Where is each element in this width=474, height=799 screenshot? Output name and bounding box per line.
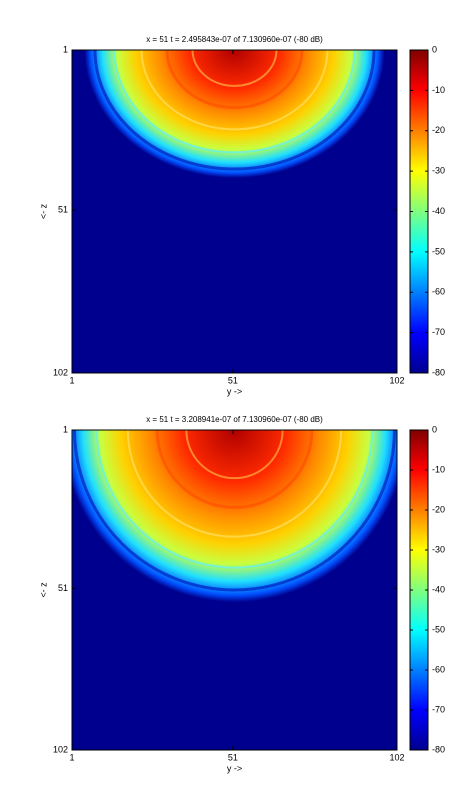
x-tick-label: 1 (69, 752, 74, 762)
y-tick-label: 102 (53, 367, 68, 377)
colorbar-tick-label: -20 (432, 504, 445, 514)
x-axis-label: y -> (227, 763, 242, 773)
wave-front (95, 430, 374, 569)
colorbar-tick-label: -30 (432, 544, 445, 554)
wave-field (84, 50, 385, 178)
colorbar-tick-label: -50 (432, 246, 445, 256)
chart-title: x = 51 t = 2.495843e-07 of 7.130960e-07 … (146, 35, 323, 44)
x-tick-label: 1 (69, 375, 74, 385)
wave-front (140, 50, 329, 131)
wave-front (93, 50, 376, 171)
colorbar-tick-label: -20 (432, 125, 445, 135)
y-tick-label: 51 (58, 204, 68, 214)
y-tick-label: 1 (63, 44, 68, 54)
colorbar-tick-label: -60 (432, 664, 445, 674)
colorbar-tick-label: -40 (432, 584, 445, 594)
colorbar-tick-label: -70 (432, 704, 445, 714)
y-tick-label: 1 (63, 424, 68, 434)
x-tick-label: 51 (228, 375, 238, 385)
wave-front (185, 430, 284, 480)
y-axis-label: <- z (38, 203, 48, 219)
heatmap-image (72, 430, 397, 750)
wave-front (73, 430, 396, 592)
colorbar-tick-label: -30 (432, 166, 445, 176)
y-tick-label: 51 (58, 583, 68, 593)
colorbar-tick-label: -10 (432, 85, 445, 95)
colorbar-tick-label: -40 (432, 206, 445, 216)
colorbar-tick-label: 0 (432, 424, 437, 434)
colorbar-tick-label: -80 (432, 367, 445, 377)
x-tick-label: 51 (228, 752, 238, 762)
wave-field (72, 430, 397, 602)
chart-title: x = 51 t = 3.208941e-07 of 7.130960e-07 … (146, 415, 323, 424)
heatmap-image (72, 50, 397, 373)
colorbar-tick-label: -60 (432, 287, 445, 297)
x-tick-label: 102 (389, 752, 404, 762)
colorbar-tick-label: -10 (432, 464, 445, 474)
colorbar (410, 50, 428, 373)
wave-front (113, 50, 356, 154)
colorbar-tick-label: -80 (432, 744, 445, 754)
colorbar (410, 430, 428, 750)
x-tick-label: 102 (389, 375, 404, 385)
axes-frame (71, 429, 398, 751)
y-axis-label: <- z (38, 582, 48, 598)
colorbar-tick-label: -70 (432, 327, 445, 337)
wave-front (165, 50, 304, 110)
wave-front (191, 50, 278, 87)
colorbar-tick-label: -50 (432, 624, 445, 634)
colorbar-tick-label: 0 (432, 44, 437, 54)
y-tick-label: 102 (53, 744, 68, 754)
x-axis-label: y -> (227, 386, 242, 396)
axes-frame (71, 49, 398, 374)
wave-front (126, 430, 343, 538)
